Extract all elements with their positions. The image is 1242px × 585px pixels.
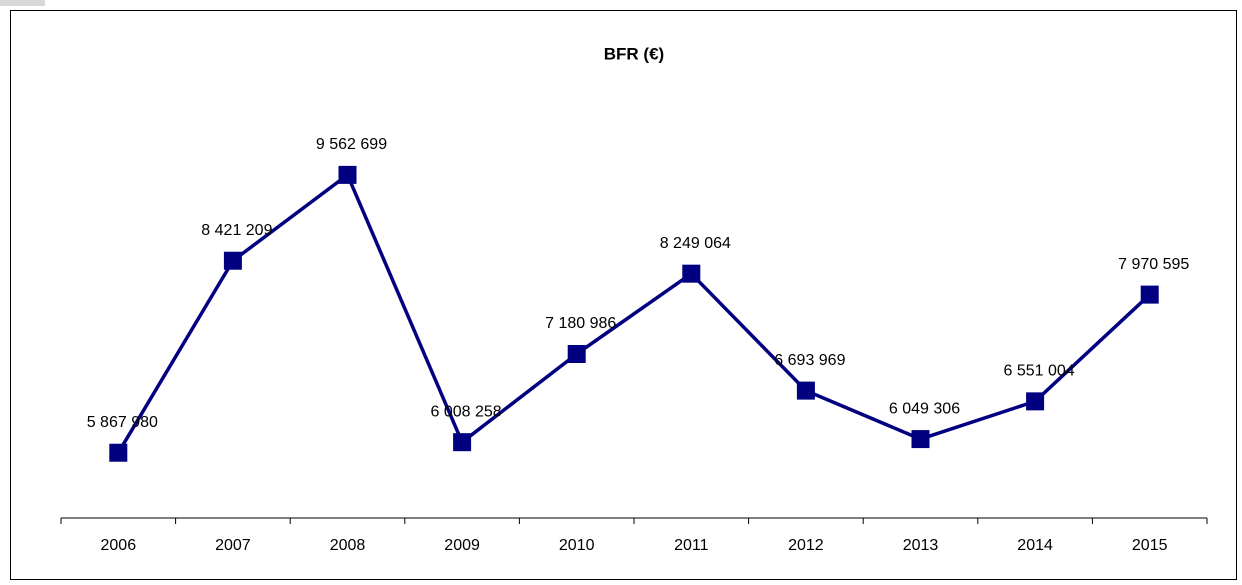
x-tick-label: 2008 <box>330 537 366 554</box>
data-label: 8 249 064 <box>660 235 731 252</box>
chart-title: BFR (€) <box>604 44 664 63</box>
x-tick-label: 2006 <box>101 537 137 554</box>
x-tick-label: 2014 <box>1017 537 1053 554</box>
data-label: 7 970 595 <box>1118 256 1189 273</box>
marker <box>911 430 930 449</box>
x-tick-label: 2011 <box>674 537 709 554</box>
tab <box>0 0 45 6</box>
marker <box>109 443 128 462</box>
marker <box>1140 285 1159 304</box>
marker <box>567 344 586 363</box>
data-label: 6 049 306 <box>889 400 960 417</box>
x-tick-label: 2012 <box>788 537 824 554</box>
data-label: 9 562 699 <box>316 136 387 153</box>
marker <box>338 165 357 184</box>
x-tick-label: 2009 <box>444 537 480 554</box>
line <box>116 173 1151 454</box>
data-label: 6 693 969 <box>774 352 845 369</box>
x-tick-label: 2007 <box>215 537 251 554</box>
marker <box>223 251 242 270</box>
data-label: 7 180 986 <box>545 315 616 332</box>
marker <box>796 381 815 400</box>
chart-frame <box>10 10 1237 580</box>
data-label: 5 867 980 <box>87 414 158 431</box>
marker <box>1026 392 1045 411</box>
marker <box>453 433 472 452</box>
marker <box>682 264 701 283</box>
x-tick-label: 2010 <box>559 537 595 554</box>
data-label: 6 551 004 <box>1004 363 1075 380</box>
data-label: 6 008 258 <box>431 403 502 420</box>
data-label: 8 421 209 <box>201 222 272 239</box>
x-tick-label: 2013 <box>903 537 939 554</box>
x-tick-label: 2015 <box>1132 537 1168 554</box>
